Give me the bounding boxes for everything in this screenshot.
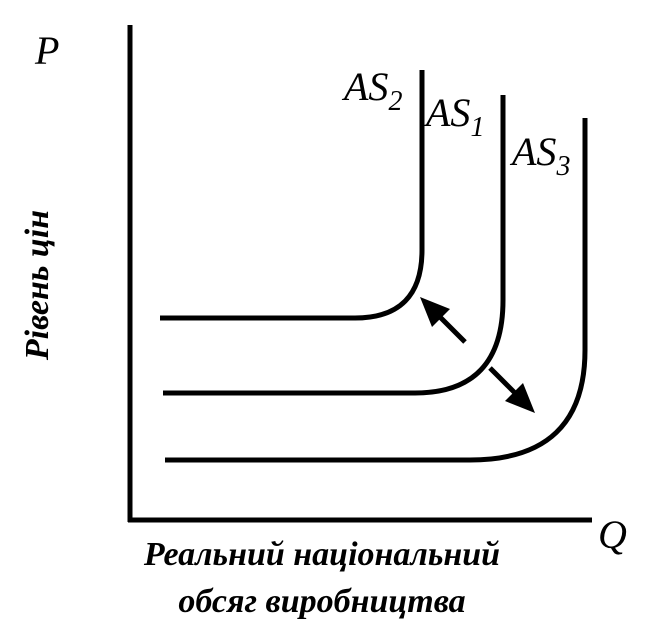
curve-as2 [160,70,425,321]
curve-label: AS1 [423,90,484,143]
curve-as1 [163,95,506,396]
y-symbol: P [34,28,59,73]
curve-subscript: 1 [470,112,484,143]
y-label: Рівень цін [19,210,56,361]
x-label: обсяг виробництва [178,583,465,620]
x-symbol: Q [598,512,627,557]
arrow-down-right [488,366,520,398]
curve-name: AS [509,129,556,174]
curve-label: AS2 [341,64,402,117]
curve-subscript: 2 [388,86,402,117]
curve-name: AS [423,90,470,135]
curve-as3 [165,118,588,463]
curve-name: AS [341,64,388,109]
arrow-up-left [436,313,467,344]
arrow-head [505,383,535,413]
x-label: Реальний національний [143,536,500,573]
curve-subscript: 3 [555,151,570,182]
curve-label: AS3 [509,129,570,182]
arrow-head [420,297,450,327]
